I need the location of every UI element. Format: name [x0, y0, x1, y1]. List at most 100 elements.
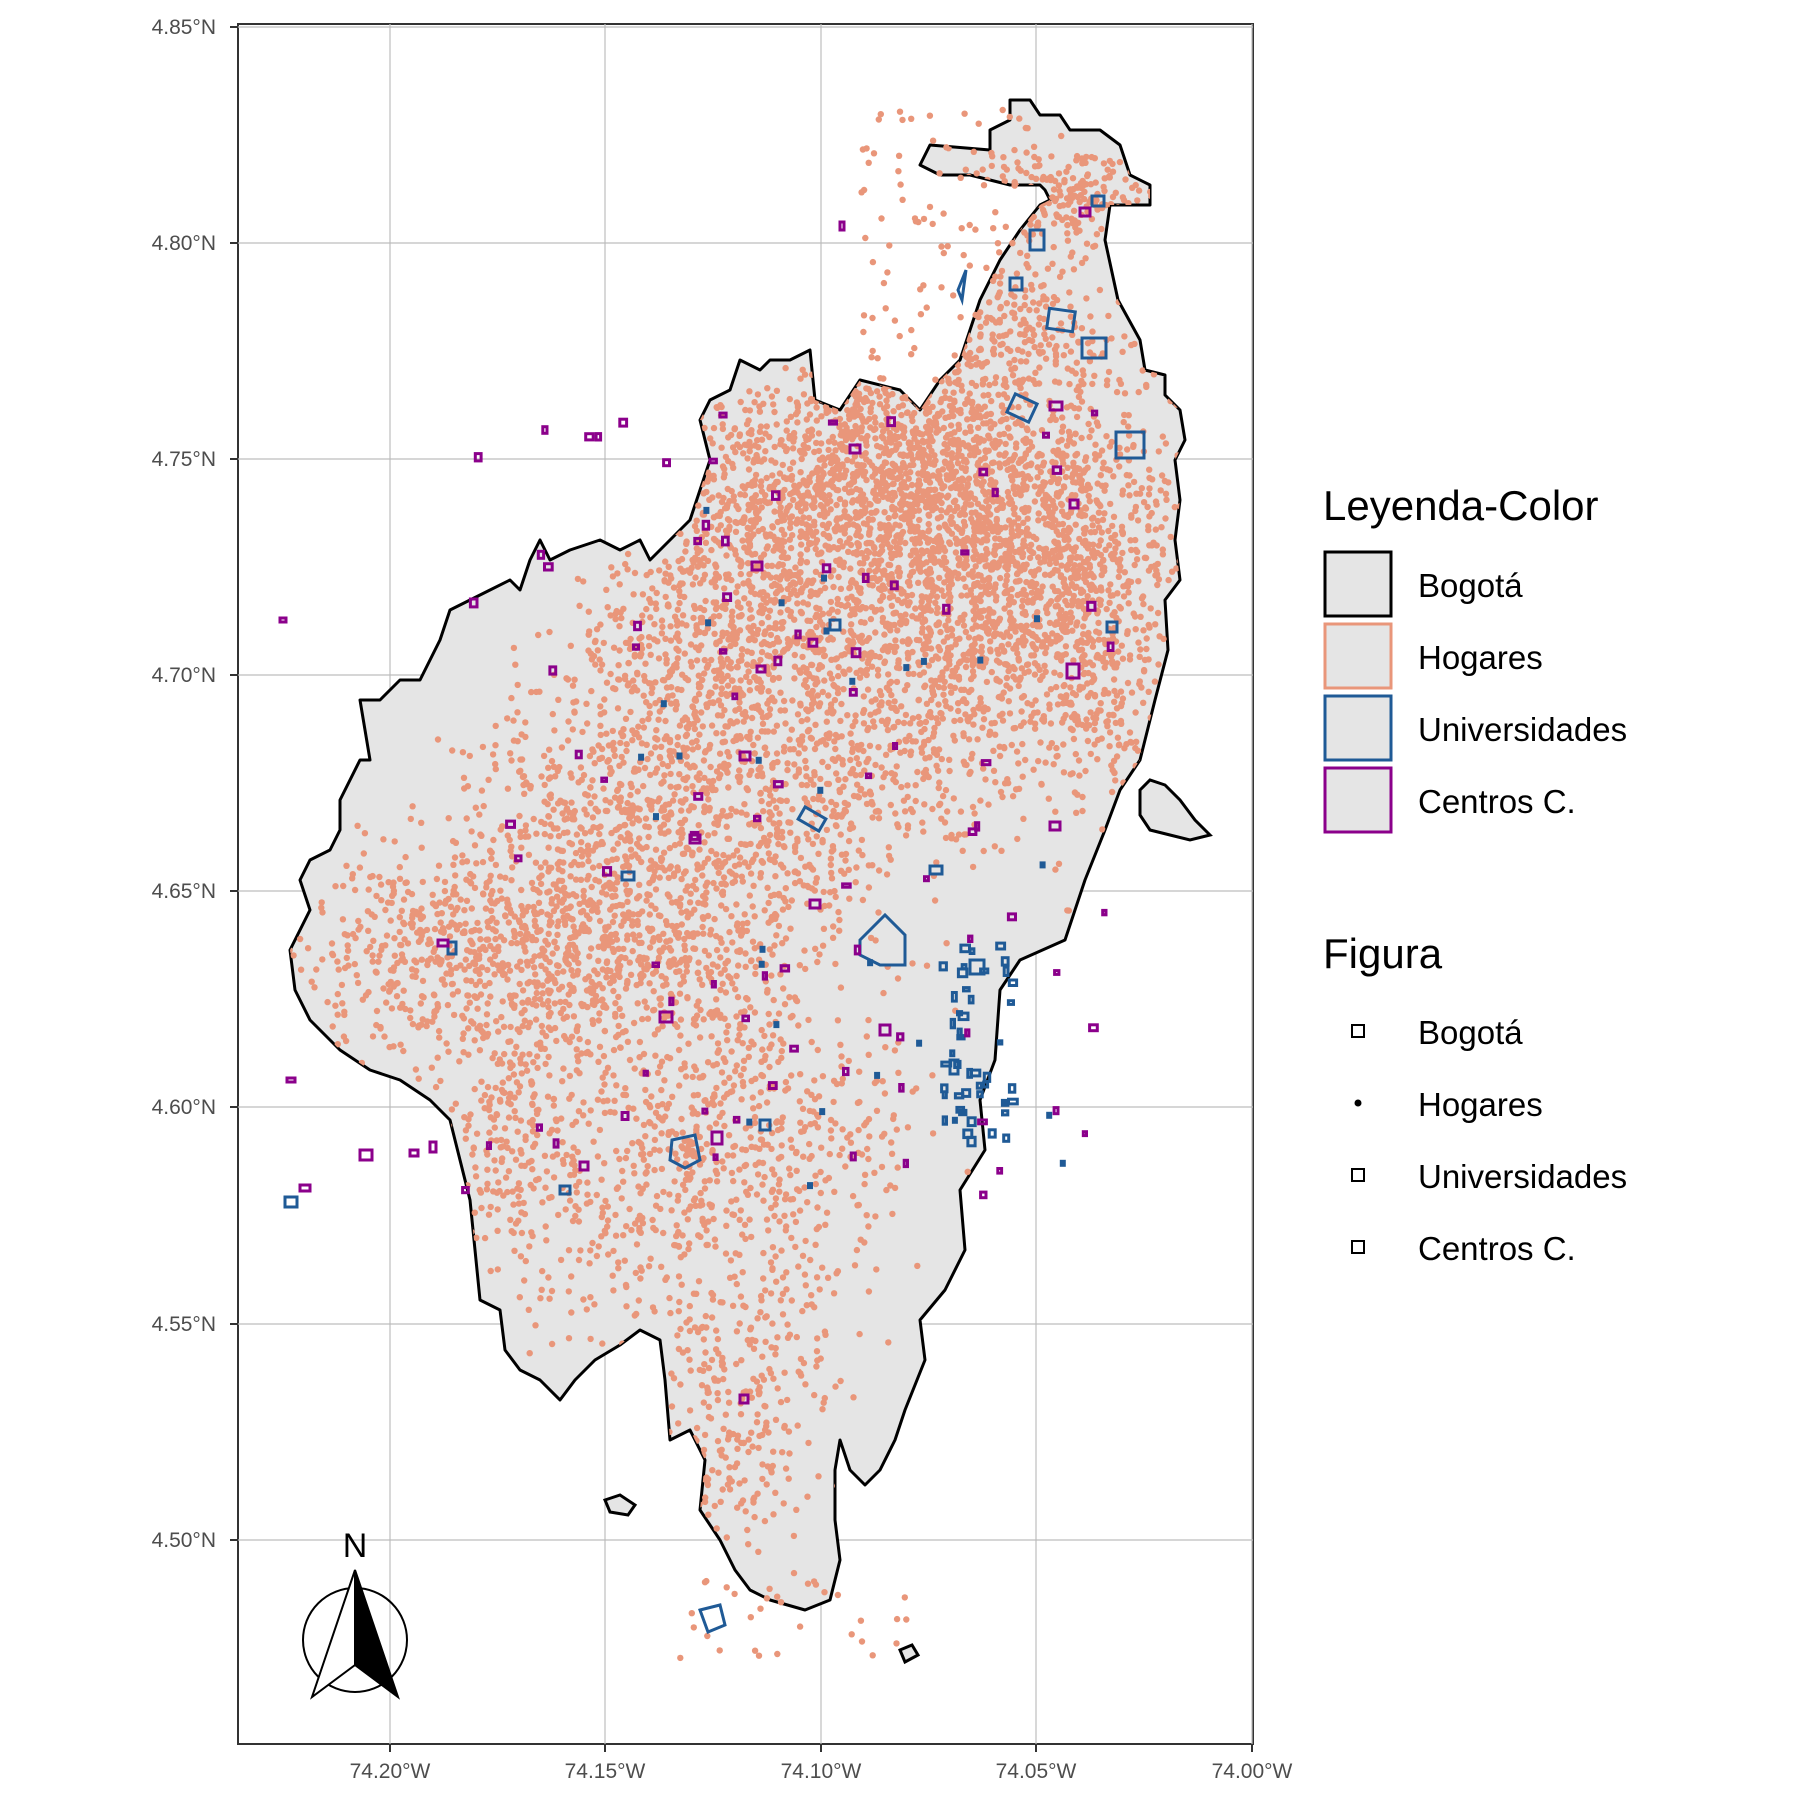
hogar-point — [591, 760, 598, 767]
hogar-point — [902, 832, 910, 839]
hogar-point — [792, 564, 799, 571]
hogar-point — [746, 678, 753, 686]
hogar-point — [474, 1025, 481, 1032]
hogar-point — [640, 1050, 648, 1058]
hogar-point — [532, 859, 540, 866]
hogar-point — [534, 1064, 541, 1072]
hogar-point — [977, 583, 984, 590]
hogar-point — [431, 1008, 438, 1015]
hogar-point — [697, 683, 704, 690]
hogar-point — [955, 707, 962, 715]
hogar-point — [993, 630, 1000, 637]
hogar-point — [555, 832, 563, 840]
hogar-point — [594, 824, 602, 832]
hogar-point — [730, 624, 737, 631]
hogar-point — [587, 650, 595, 657]
hogar-point — [1054, 567, 1061, 574]
hogar-point — [497, 933, 504, 940]
hogar-point — [657, 1001, 664, 1008]
hogar-point — [734, 583, 741, 590]
hogar-point — [1080, 605, 1088, 613]
hogar-point — [691, 725, 698, 733]
hogar-point — [1135, 578, 1142, 585]
hogar-point — [773, 387, 781, 394]
hogar-point — [1049, 458, 1056, 466]
hogar-point — [1070, 478, 1077, 486]
hogar-point — [745, 580, 752, 587]
hogar-point — [827, 573, 834, 580]
hogar-point — [1041, 662, 1048, 669]
hogar-point — [645, 823, 652, 831]
hogar-point — [803, 559, 811, 566]
hogar-point — [554, 931, 561, 938]
hogar-point — [727, 431, 735, 439]
hogar-point — [846, 535, 853, 542]
hogar-point — [1043, 603, 1050, 610]
hogar-point — [972, 635, 979, 643]
hogar-point — [786, 994, 793, 1001]
hogar-point — [843, 521, 851, 529]
hogar-point — [812, 721, 819, 728]
hogar-point — [1162, 440, 1170, 447]
hogar-point — [616, 1005, 623, 1012]
hogar-point — [649, 877, 656, 884]
hogar-point — [874, 672, 882, 679]
hogar-point — [536, 889, 543, 896]
hogar-point — [1006, 710, 1014, 717]
hogar-point — [783, 797, 790, 804]
hogar-point — [615, 1022, 622, 1030]
hogar-point — [907, 552, 914, 559]
hogar-point — [813, 528, 820, 535]
hogar-point — [1065, 543, 1072, 550]
hogar-point — [767, 631, 775, 639]
hogar-point — [985, 801, 992, 808]
hogar-point — [502, 913, 509, 920]
hogar-point — [1142, 554, 1150, 562]
hogar-point — [571, 676, 578, 683]
hogar-point — [478, 1078, 485, 1085]
hogar-point — [881, 659, 888, 667]
hogar-point — [657, 912, 664, 920]
hogar-point — [1059, 531, 1067, 539]
hogar-point — [418, 905, 425, 912]
hogar-point — [946, 767, 953, 775]
hogar-point — [748, 714, 756, 722]
hogar-point — [1113, 388, 1121, 396]
hogar-point — [925, 453, 933, 460]
hogar-point — [960, 540, 967, 547]
hogar-point — [548, 896, 556, 903]
hogar-point — [375, 958, 382, 965]
hogar-point — [367, 943, 374, 951]
hogar-point — [587, 784, 594, 791]
hogar-point — [1089, 522, 1096, 529]
hogar-point — [827, 459, 835, 467]
hogar-point — [635, 766, 642, 773]
hogar-point — [615, 993, 622, 1001]
hogar-point — [1054, 449, 1062, 456]
hogar-point — [967, 768, 974, 776]
hogar-point — [1088, 427, 1095, 434]
hogar-point — [719, 980, 726, 987]
hogar-point — [914, 768, 921, 776]
hogar-point — [644, 1015, 652, 1022]
hogar-point — [645, 642, 653, 650]
hogar-point — [679, 580, 686, 587]
hogar-point — [655, 954, 663, 961]
hogar-point — [1001, 605, 1008, 612]
hogar-point — [1015, 655, 1022, 662]
hogar-point — [559, 810, 566, 817]
hogar-point — [681, 650, 688, 657]
hogar-point — [595, 957, 602, 964]
hogar-point — [483, 884, 490, 891]
hogar-point — [902, 539, 909, 547]
hogar-point — [857, 589, 864, 597]
hogar-point — [473, 955, 481, 963]
hogar-point — [569, 682, 577, 689]
hogar-point — [430, 948, 437, 955]
hogar-point — [1031, 498, 1039, 505]
hogar-point — [933, 593, 941, 600]
hogar-point — [895, 441, 903, 448]
hogar-point — [867, 615, 875, 623]
hogar-point — [744, 786, 752, 794]
hogar-point — [676, 990, 684, 997]
